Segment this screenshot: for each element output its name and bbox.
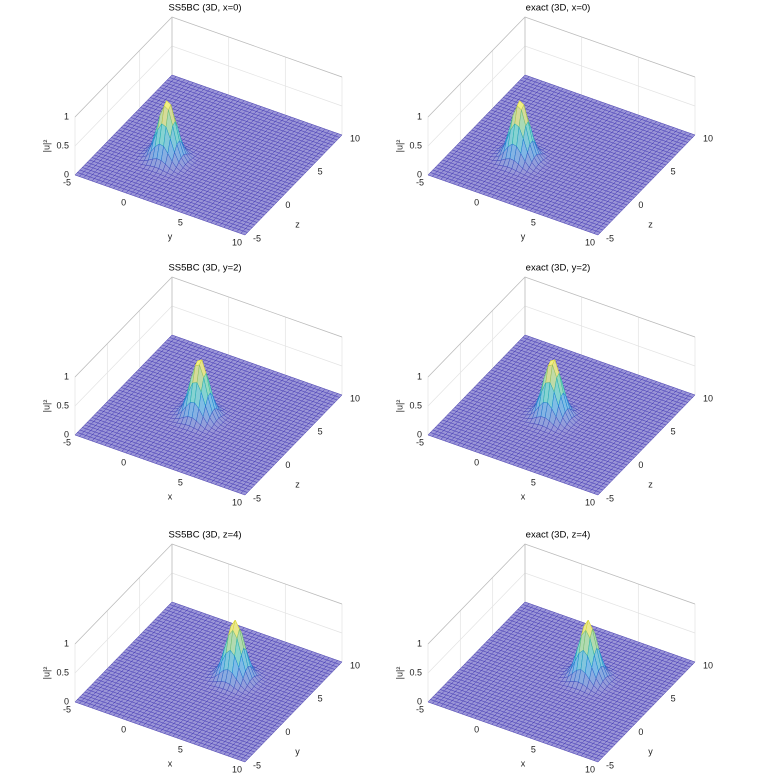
chart-title: SS5BC (3D, x=0) bbox=[168, 3, 241, 14]
x-tick-label: 5 bbox=[531, 217, 536, 227]
y-tick-label: 0 bbox=[638, 200, 643, 210]
z-tick-label: 1 bbox=[417, 111, 422, 121]
z-axis-label: |u|² bbox=[41, 140, 51, 153]
y-axis-label: z bbox=[295, 479, 300, 489]
z-tick-label: 0 bbox=[417, 169, 422, 179]
y-tick-label: -5 bbox=[253, 493, 261, 503]
surface bbox=[74, 334, 343, 496]
y-tick-label: 0 bbox=[285, 200, 290, 210]
x-tick-label: 0 bbox=[121, 457, 126, 467]
y-tick-label: 10 bbox=[703, 133, 713, 143]
z-tick-label: 0 bbox=[64, 429, 69, 439]
x-tick-label: 5 bbox=[178, 477, 183, 487]
y-tick-label: 5 bbox=[318, 167, 323, 177]
z-tick-label: 0 bbox=[64, 169, 69, 179]
y-tick-label: 5 bbox=[671, 167, 676, 177]
z-axis-label: |u|² bbox=[41, 400, 51, 413]
x-axis-label: x bbox=[168, 491, 173, 501]
y-tick-label: 10 bbox=[350, 133, 360, 143]
y-axis-label: z bbox=[295, 219, 300, 229]
chart-title: SS5BC (3D, y=2) bbox=[168, 263, 241, 274]
y-tick-label: -5 bbox=[253, 233, 261, 243]
x-tick-label: 5 bbox=[178, 217, 183, 227]
z-tick-label: 1 bbox=[64, 371, 69, 381]
surface bbox=[74, 74, 343, 236]
surface bbox=[427, 74, 696, 236]
z-axis-label: |u|² bbox=[394, 140, 404, 153]
x-tick-label: 10 bbox=[232, 497, 242, 507]
y-tick-label: 5 bbox=[318, 427, 323, 437]
x-tick-label: 10 bbox=[232, 237, 242, 247]
x-axis-label: y bbox=[521, 231, 526, 241]
chart-title: exact (3D, x=0) bbox=[526, 3, 591, 14]
y-tick-label: 0 bbox=[285, 460, 290, 470]
z-tick-label: 0.5 bbox=[56, 140, 69, 150]
x-axis-label: y bbox=[168, 231, 173, 241]
y-tick-label: 10 bbox=[350, 393, 360, 403]
x-tick-label: 10 bbox=[585, 237, 595, 247]
x-tick-label: 0 bbox=[121, 197, 126, 207]
surface bbox=[427, 334, 696, 496]
z-tick-label: 0.5 bbox=[56, 400, 69, 410]
y-tick-label: -5 bbox=[606, 233, 614, 243]
z-tick-label: 1 bbox=[64, 111, 69, 121]
y-axis-label: z bbox=[648, 219, 653, 229]
z-tick-label: 0.5 bbox=[409, 140, 422, 150]
x-tick-label: 0 bbox=[474, 197, 479, 207]
